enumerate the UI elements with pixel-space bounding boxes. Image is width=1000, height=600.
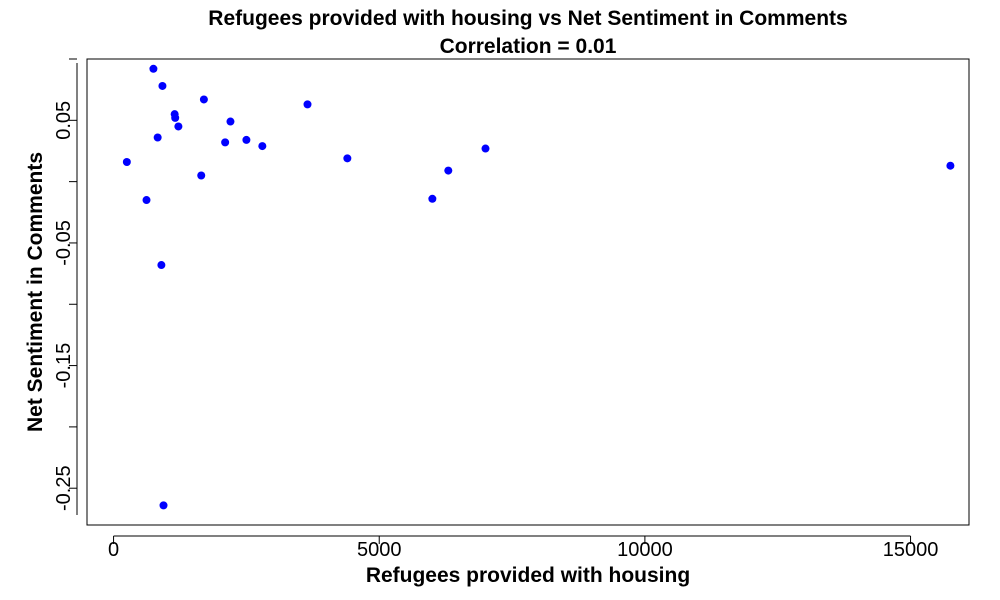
y-tick-label: -0.15 bbox=[53, 343, 75, 389]
data-point bbox=[428, 194, 437, 203]
data-point bbox=[197, 171, 206, 180]
data-points bbox=[122, 64, 955, 510]
y-tick-label: -0.05 bbox=[53, 220, 75, 266]
chart-title: Refugees provided with housing vs Net Se… bbox=[208, 7, 847, 30]
data-point bbox=[122, 158, 131, 167]
plot-frame bbox=[86, 58, 970, 526]
data-point bbox=[946, 161, 955, 170]
data-point bbox=[444, 166, 453, 175]
data-point bbox=[226, 117, 235, 126]
x-axis-title: Refugees provided with housing bbox=[366, 564, 690, 587]
x-tick-label: 15000 bbox=[883, 539, 939, 561]
data-point bbox=[221, 138, 230, 147]
chart-subtitle: Correlation = 0.01 bbox=[440, 35, 617, 58]
x-tick-label: 10000 bbox=[617, 539, 673, 561]
data-point bbox=[199, 95, 208, 104]
data-point bbox=[174, 122, 183, 131]
data-point bbox=[242, 135, 251, 144]
data-point bbox=[158, 81, 167, 90]
data-point bbox=[343, 154, 352, 163]
x-axis: 0 5000 10000 15000 bbox=[108, 535, 939, 561]
y-tick-label: 0.05 bbox=[53, 101, 75, 140]
data-point bbox=[149, 64, 158, 73]
x-tick-label: 5000 bbox=[357, 539, 402, 561]
y-axis-title: Net Sentiment in Comments bbox=[24, 152, 47, 432]
data-point bbox=[258, 142, 267, 151]
data-point bbox=[159, 501, 168, 510]
x-tick-label: 0 bbox=[108, 539, 119, 561]
y-tick-label: -0.25 bbox=[53, 465, 75, 511]
data-point bbox=[153, 133, 162, 142]
y-axis: -0.25 -0.15 -0.05 0.05 bbox=[53, 58, 78, 515]
data-point bbox=[142, 196, 151, 205]
data-point bbox=[157, 261, 166, 270]
data-point bbox=[481, 144, 490, 153]
data-point bbox=[171, 113, 180, 122]
data-point bbox=[303, 100, 312, 109]
